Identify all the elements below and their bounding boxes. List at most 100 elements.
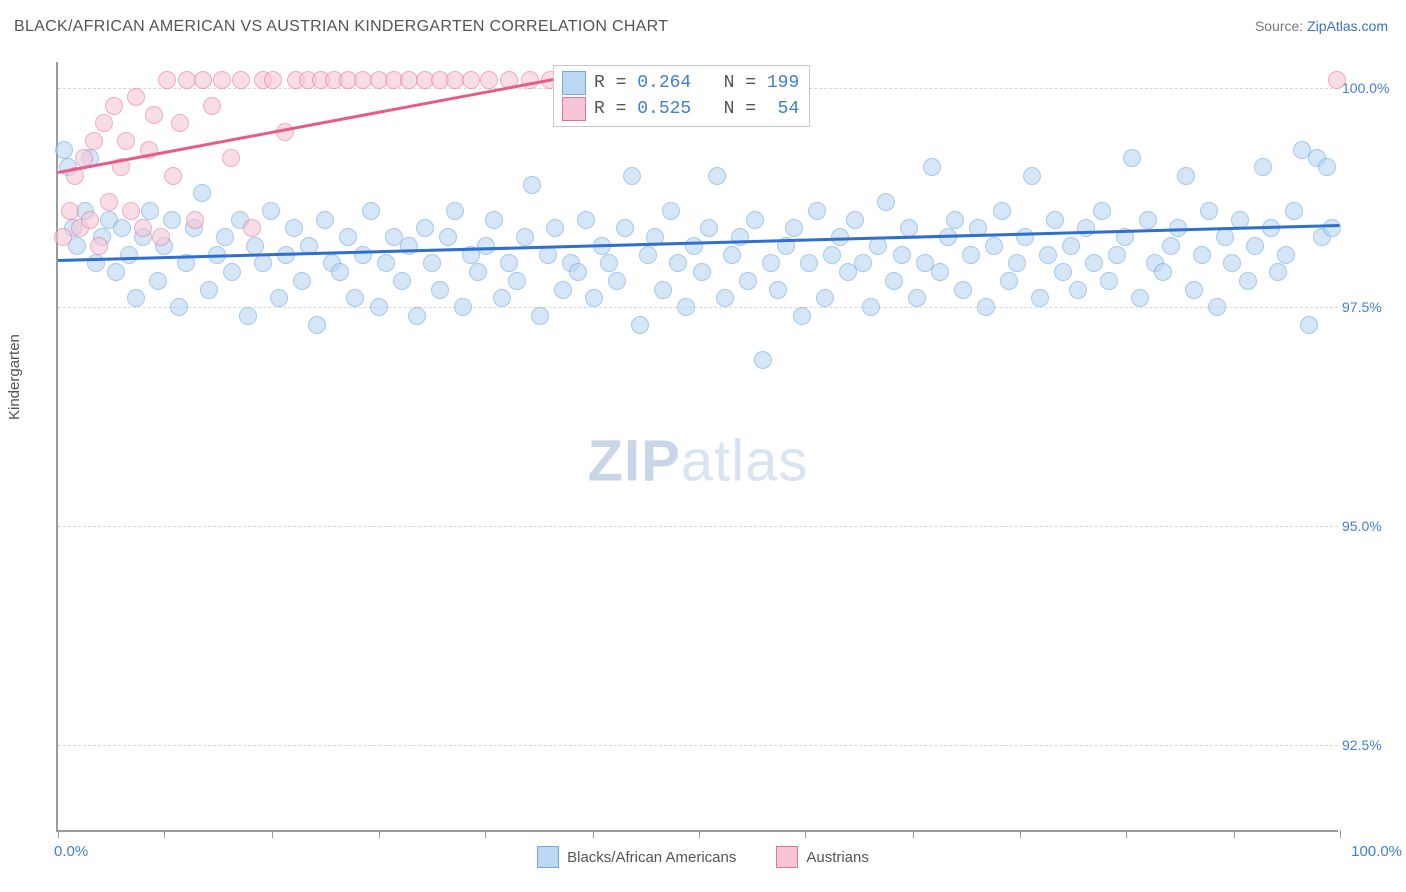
x-tick xyxy=(164,830,165,838)
data-point xyxy=(90,237,108,255)
data-point xyxy=(800,254,818,272)
data-point xyxy=(431,281,449,299)
data-point xyxy=(769,281,787,299)
data-point xyxy=(923,158,941,176)
data-point xyxy=(1108,246,1126,264)
data-point xyxy=(216,228,234,246)
data-point xyxy=(523,176,541,194)
data-point xyxy=(186,211,204,229)
x-tick xyxy=(379,830,380,838)
data-point xyxy=(685,237,703,255)
data-point xyxy=(194,71,212,89)
data-point xyxy=(264,71,282,89)
data-point xyxy=(677,298,695,316)
data-point xyxy=(569,263,587,281)
data-point xyxy=(163,211,181,229)
data-point xyxy=(152,228,170,246)
data-point xyxy=(239,307,257,325)
x-tick xyxy=(58,830,59,838)
data-point xyxy=(1008,254,1026,272)
data-point xyxy=(120,246,138,264)
data-point xyxy=(908,289,926,307)
data-point xyxy=(1023,167,1041,185)
data-point xyxy=(113,219,131,237)
x-tick xyxy=(485,830,486,838)
data-point xyxy=(171,114,189,132)
data-point xyxy=(127,88,145,106)
legend-item: Blacks/African Americans xyxy=(537,846,736,868)
data-point xyxy=(693,263,711,281)
data-point xyxy=(270,289,288,307)
data-point xyxy=(223,263,241,281)
y-tick-label: 100.0% xyxy=(1342,80,1394,96)
data-point xyxy=(708,167,726,185)
x-tick xyxy=(272,830,273,838)
data-point xyxy=(985,237,1003,255)
data-point xyxy=(1223,254,1241,272)
data-point xyxy=(754,351,772,369)
data-point xyxy=(1193,246,1211,264)
watermark-light: atlas xyxy=(681,429,809,494)
data-point xyxy=(1000,272,1018,290)
data-point xyxy=(1239,272,1257,290)
data-point xyxy=(408,307,426,325)
watermark: ZIPatlas xyxy=(588,428,809,495)
data-point xyxy=(1123,149,1141,167)
data-point xyxy=(362,202,380,220)
data-point xyxy=(862,298,880,316)
data-point xyxy=(623,167,641,185)
bottom-legend: Blacks/African Americans Austrians xyxy=(0,846,1406,868)
data-point xyxy=(723,246,741,264)
data-point xyxy=(1046,211,1064,229)
data-point xyxy=(846,211,864,229)
data-point xyxy=(500,254,518,272)
data-point xyxy=(122,202,140,220)
data-point xyxy=(993,202,1011,220)
data-point xyxy=(200,281,218,299)
data-point xyxy=(1031,289,1049,307)
data-point xyxy=(354,246,372,264)
data-point xyxy=(854,254,872,272)
data-point xyxy=(669,254,687,272)
data-point xyxy=(1254,158,1272,176)
data-point xyxy=(1216,228,1234,246)
data-point xyxy=(246,237,264,255)
data-point xyxy=(1139,211,1157,229)
data-point xyxy=(393,272,411,290)
data-point xyxy=(85,132,103,150)
data-point xyxy=(546,219,564,237)
data-point xyxy=(893,246,911,264)
data-point xyxy=(977,298,995,316)
data-point xyxy=(1277,246,1295,264)
data-point xyxy=(739,272,757,290)
y-tick-label: 92.5% xyxy=(1342,737,1394,753)
data-point xyxy=(962,246,980,264)
data-point xyxy=(1285,202,1303,220)
y-axis-label: Kindergarten xyxy=(6,334,23,420)
data-point xyxy=(285,219,303,237)
data-point xyxy=(900,219,918,237)
data-point xyxy=(931,263,949,281)
data-point xyxy=(117,132,135,150)
data-point xyxy=(700,219,718,237)
legend-item: Austrians xyxy=(776,846,869,868)
data-point xyxy=(1093,202,1111,220)
data-point xyxy=(954,281,972,299)
data-point xyxy=(493,289,511,307)
data-point xyxy=(61,202,79,220)
legend-label: Austrians xyxy=(806,849,869,866)
data-point xyxy=(262,202,280,220)
source-prefix: Source: xyxy=(1255,18,1307,34)
x-tick xyxy=(699,830,700,838)
data-point xyxy=(885,272,903,290)
data-point xyxy=(370,298,388,316)
source-link[interactable]: ZipAtlas.com xyxy=(1307,18,1388,34)
data-point xyxy=(808,202,826,220)
data-point xyxy=(158,71,176,89)
x-tick xyxy=(1234,830,1235,838)
data-point xyxy=(416,219,434,237)
data-point xyxy=(462,71,480,89)
stats-swatch xyxy=(562,71,586,95)
data-point xyxy=(331,263,349,281)
data-point xyxy=(141,202,159,220)
